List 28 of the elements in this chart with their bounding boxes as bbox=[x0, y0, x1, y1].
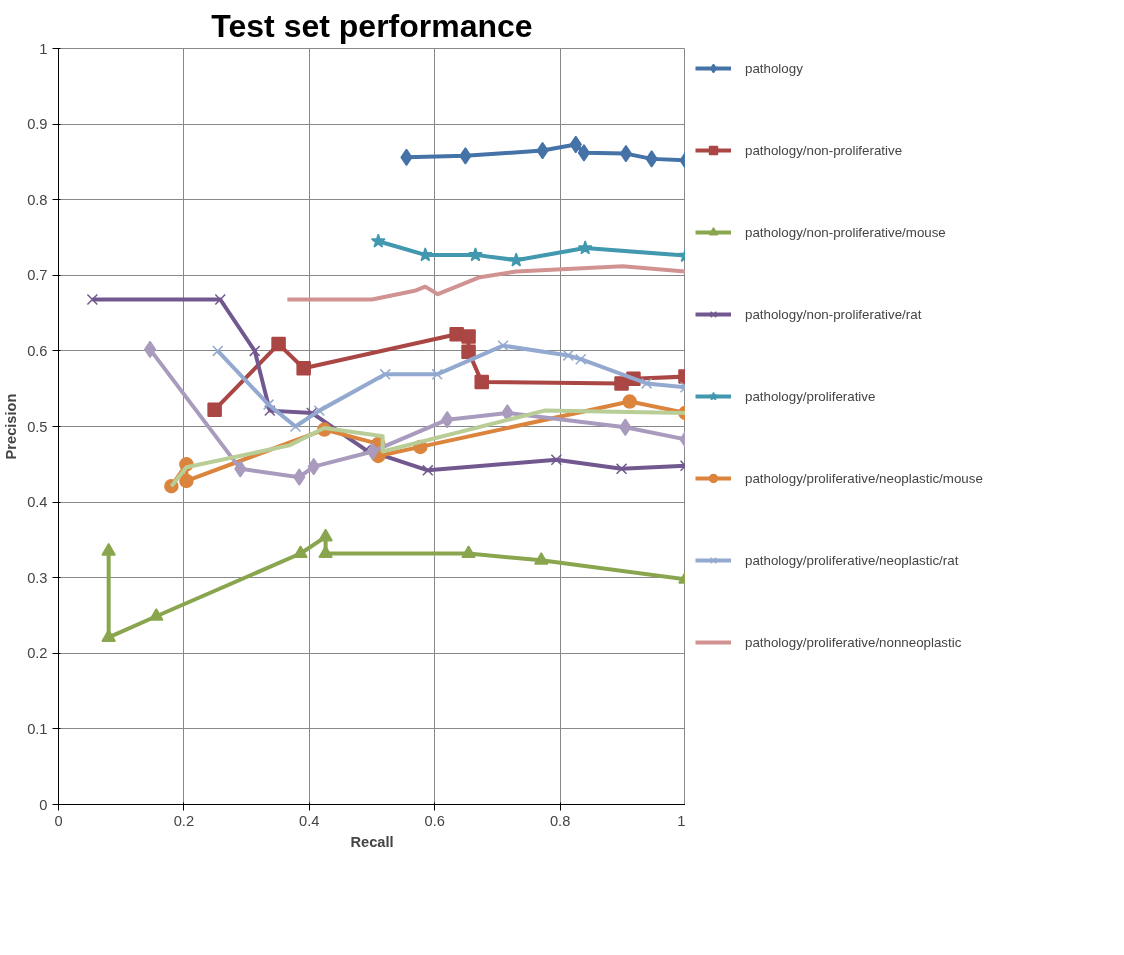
y-tick-label: 0.5 bbox=[27, 418, 48, 435]
y-tick-label: 0 bbox=[39, 796, 48, 813]
y-tick-label: 0.4 bbox=[27, 494, 48, 511]
y-tick-label: 0.2 bbox=[27, 645, 48, 662]
legend-label: pathology/proliferative/nonneoplastic bbox=[745, 634, 962, 650]
y-tick-label: 1 bbox=[39, 40, 48, 57]
y-tick-label: 0.6 bbox=[27, 342, 48, 359]
legend-label: pathology/proliferative/neoplastic/rat bbox=[745, 552, 959, 568]
legend-label: pathology bbox=[745, 60, 803, 76]
x-tick-label: 0.6 bbox=[424, 812, 445, 829]
x-tick-label: 0 bbox=[54, 812, 63, 829]
x-tick-label: 0.2 bbox=[173, 812, 195, 829]
legend-label: pathology/proliferative/neoplastic/mouse bbox=[745, 470, 983, 486]
x-tick-label: 1 bbox=[677, 812, 686, 829]
legend-label: pathology/non-proliferative bbox=[745, 142, 903, 158]
legend-label: pathology/non-proliferative/mouse bbox=[745, 224, 946, 240]
y-tick-label: 0.8 bbox=[27, 191, 48, 208]
x-tick-label: 0.4 bbox=[299, 812, 320, 829]
legend-label: pathology/non-proliferative/rat bbox=[745, 306, 922, 322]
y-tick-label: 0.9 bbox=[27, 116, 48, 133]
y-tick-label: 0.1 bbox=[27, 720, 48, 737]
x-axis-title: Recall bbox=[350, 833, 394, 850]
y-tick-label: 0.3 bbox=[27, 569, 48, 586]
y-tick-label: 0.7 bbox=[27, 267, 48, 284]
y-axis-title: Precision bbox=[3, 393, 20, 460]
x-tick-label: 0.8 bbox=[549, 812, 571, 829]
chart-title: Test set performance bbox=[211, 7, 533, 44]
legend-label: pathology/proliferative bbox=[745, 388, 876, 404]
